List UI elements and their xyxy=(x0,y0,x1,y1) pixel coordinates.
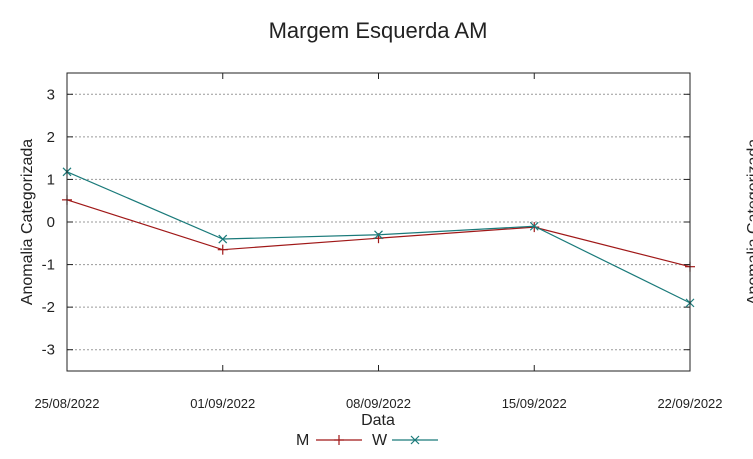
chart-title: Margem Esquerda AM xyxy=(269,18,488,43)
data-point-M xyxy=(529,222,540,233)
x-tick-label: 25/08/2022 xyxy=(34,396,99,411)
grid xyxy=(67,93,690,351)
data-point-M xyxy=(217,244,228,255)
x-tick-label: 01/09/2022 xyxy=(190,396,255,411)
y-tick-label: -3 xyxy=(42,342,55,359)
y-tick-label: 3 xyxy=(47,86,55,103)
y-tick-label: -1 xyxy=(42,257,55,274)
data-point-W xyxy=(529,221,539,231)
legend-label-M: M xyxy=(296,432,309,449)
x-axis-label: Data xyxy=(361,412,395,429)
x-tick-label: 15/09/2022 xyxy=(502,396,567,411)
y-tick-label: 2 xyxy=(47,129,55,146)
legend-marker-W xyxy=(410,435,420,445)
data-point-W xyxy=(218,234,228,244)
x-tick-label: 08/09/2022 xyxy=(346,396,411,411)
y-tick-label: -2 xyxy=(42,299,55,316)
x-axis-ticks: 25/08/2022 01/09/2022 08/09/2022 15/09/2022… xyxy=(34,73,723,411)
clipped-right-y-label: Anomalia Categorizada xyxy=(745,139,753,305)
y-tick-label: 1 xyxy=(47,171,55,188)
y-axis-ticks: -3 -2 -1 0 1 2 3 xyxy=(42,86,690,359)
x-tick-label: 22/09/2022 xyxy=(657,396,722,411)
legend-marker-M xyxy=(334,435,344,445)
data-point-W xyxy=(374,230,383,240)
y-axis-label: Anomalia Categorizada xyxy=(19,139,36,305)
plot-frame xyxy=(66,72,691,372)
series-layer xyxy=(62,167,695,308)
legend-label-W: W xyxy=(372,432,388,449)
y-tick-label: 0 xyxy=(47,214,55,231)
